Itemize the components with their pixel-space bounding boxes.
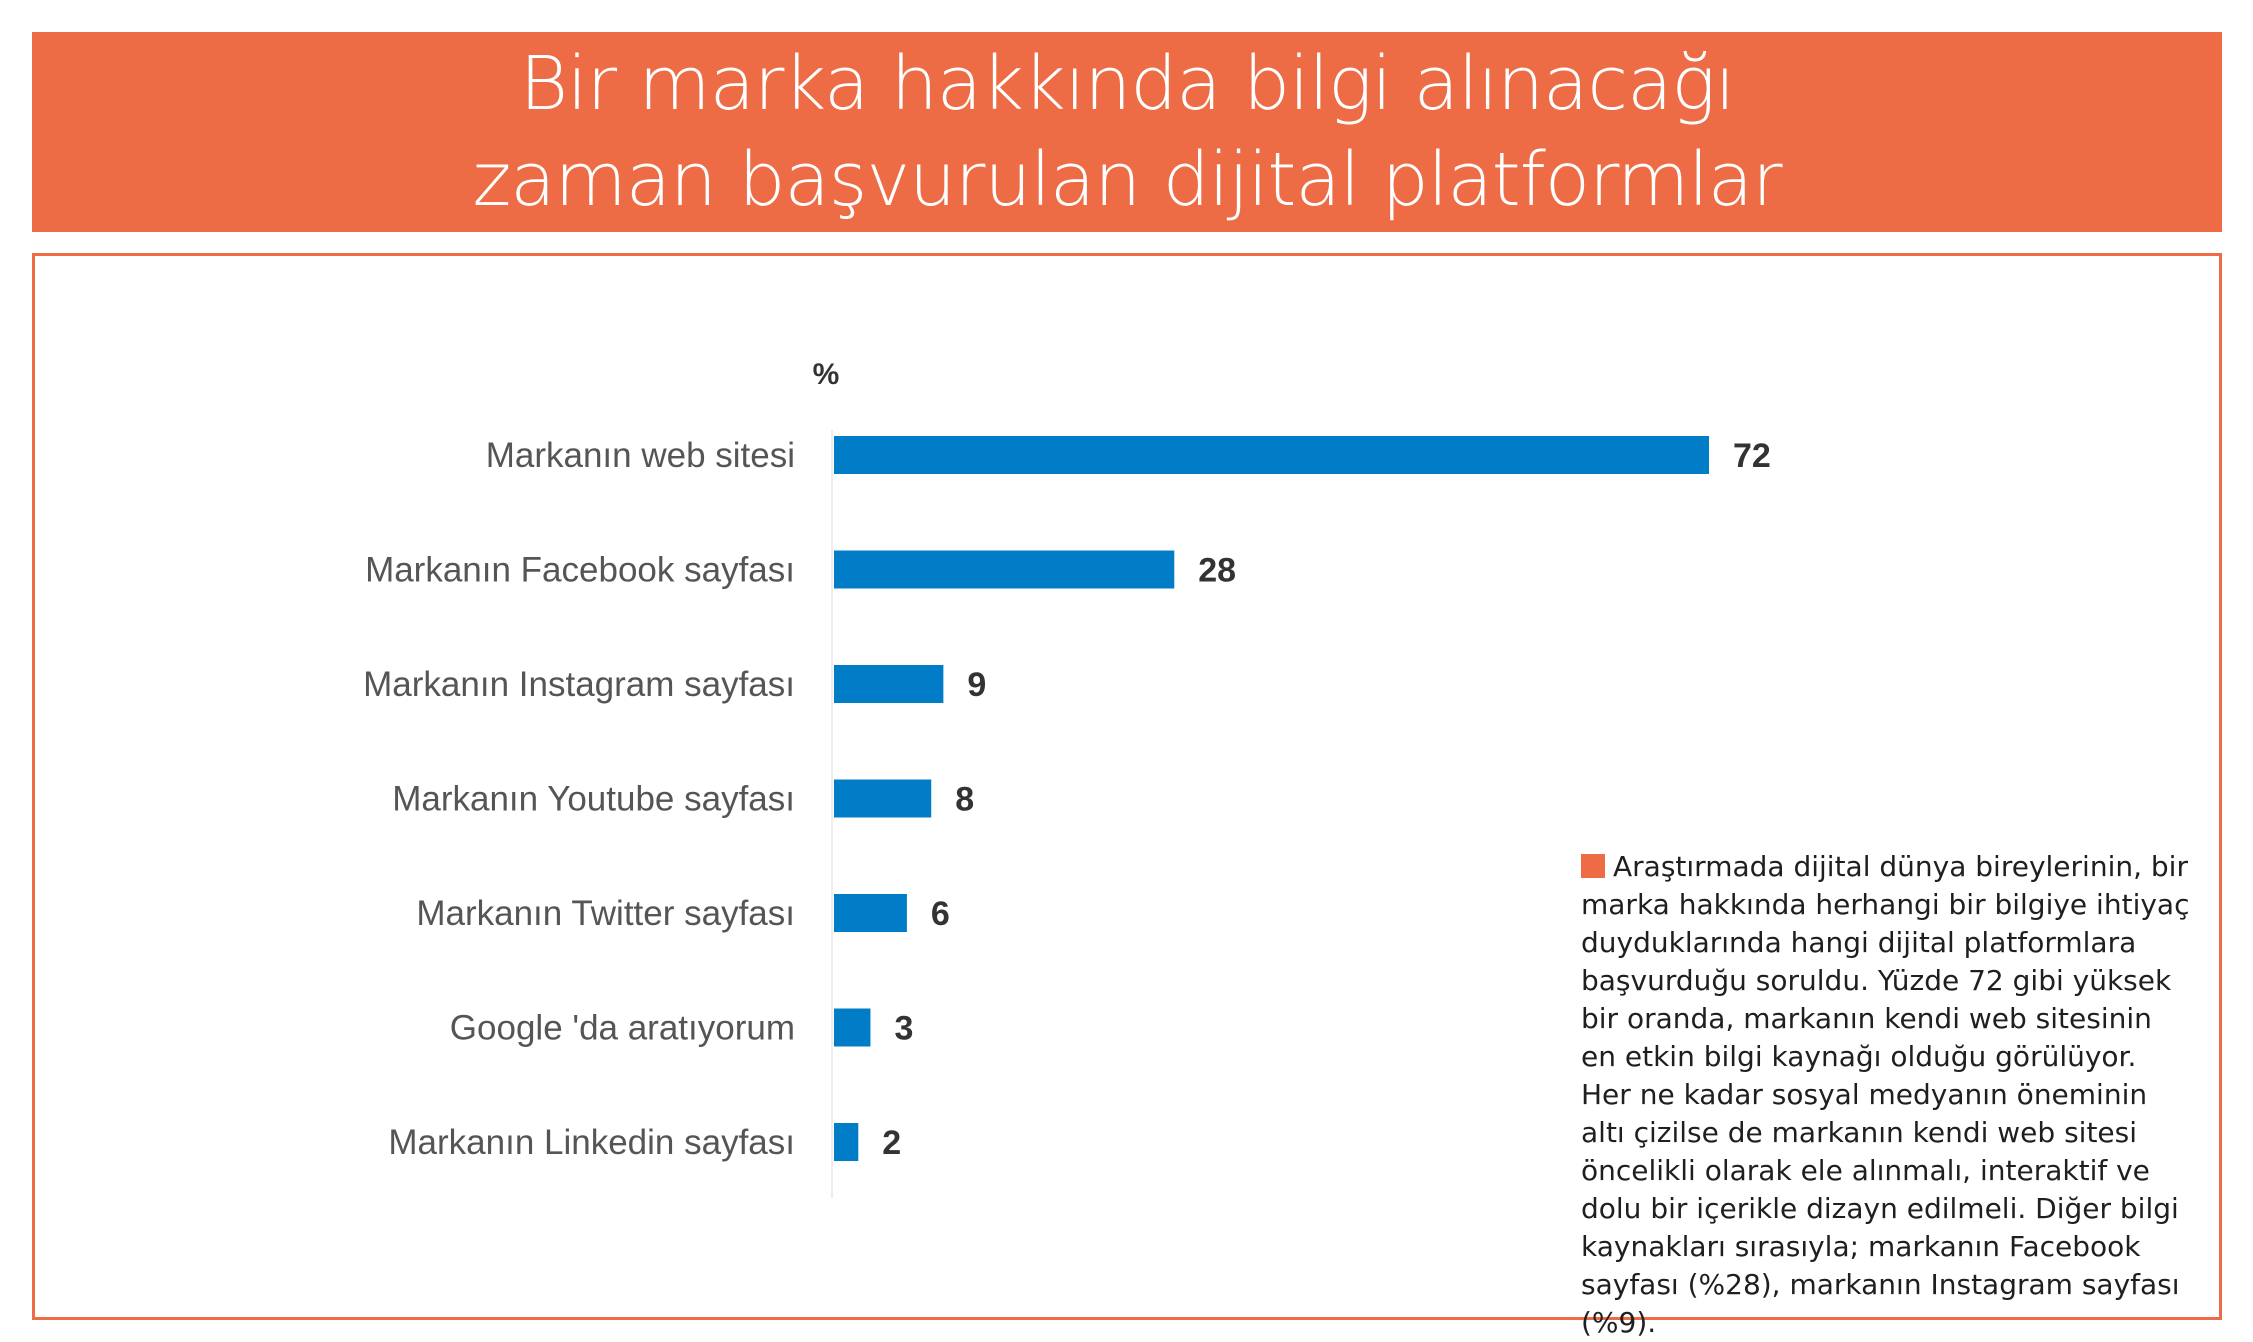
category-label: Markanın Facebook sayfası [365,551,795,590]
category-label: Markanın Instagram sayfası [363,665,795,704]
note-text-block: Araştırmada dijital dünya bireylerinin, … [1581,848,2191,1342]
category-label: Google 'da aratıyorum [450,1009,795,1048]
chart-panel [32,253,2222,1320]
bar [834,1123,859,1161]
title-banner: Bir marka hakkında bilgi alınacağı zaman… [32,32,2222,232]
data-label: 9 [967,666,986,704]
category-label: Markanın Twitter sayfası [416,894,795,933]
category-label: Markanın web sitesi [486,436,795,475]
data-label: 6 [931,895,950,933]
bar [834,665,944,703]
category-label: Markanın Youtube sayfası [392,780,795,819]
category-label: Markanın Linkedin sayfası [388,1123,795,1162]
note-text: Araştırmada dijital dünya bireylerinin, … [1581,850,2190,1339]
title-line-1: Bir marka hakkında bilgi alınacağı [519,41,1736,127]
data-label: 2 [882,1124,901,1162]
bar [834,779,932,818]
bars-group: Markanın web sitesi 72 Markanın Facebook s… [363,436,1771,1162]
bar [834,894,907,932]
data-label: 3 [894,1010,913,1048]
bar [834,1008,871,1047]
bar [834,436,1709,474]
unit-label: % [813,358,840,391]
data-label: 8 [955,781,974,819]
bar [834,550,1175,589]
title-line-2: zaman başvurulan dijital platformlar [472,137,1782,223]
data-label: 72 [1733,437,1771,475]
data-label: 28 [1198,552,1236,590]
note-marker [1581,854,1605,878]
